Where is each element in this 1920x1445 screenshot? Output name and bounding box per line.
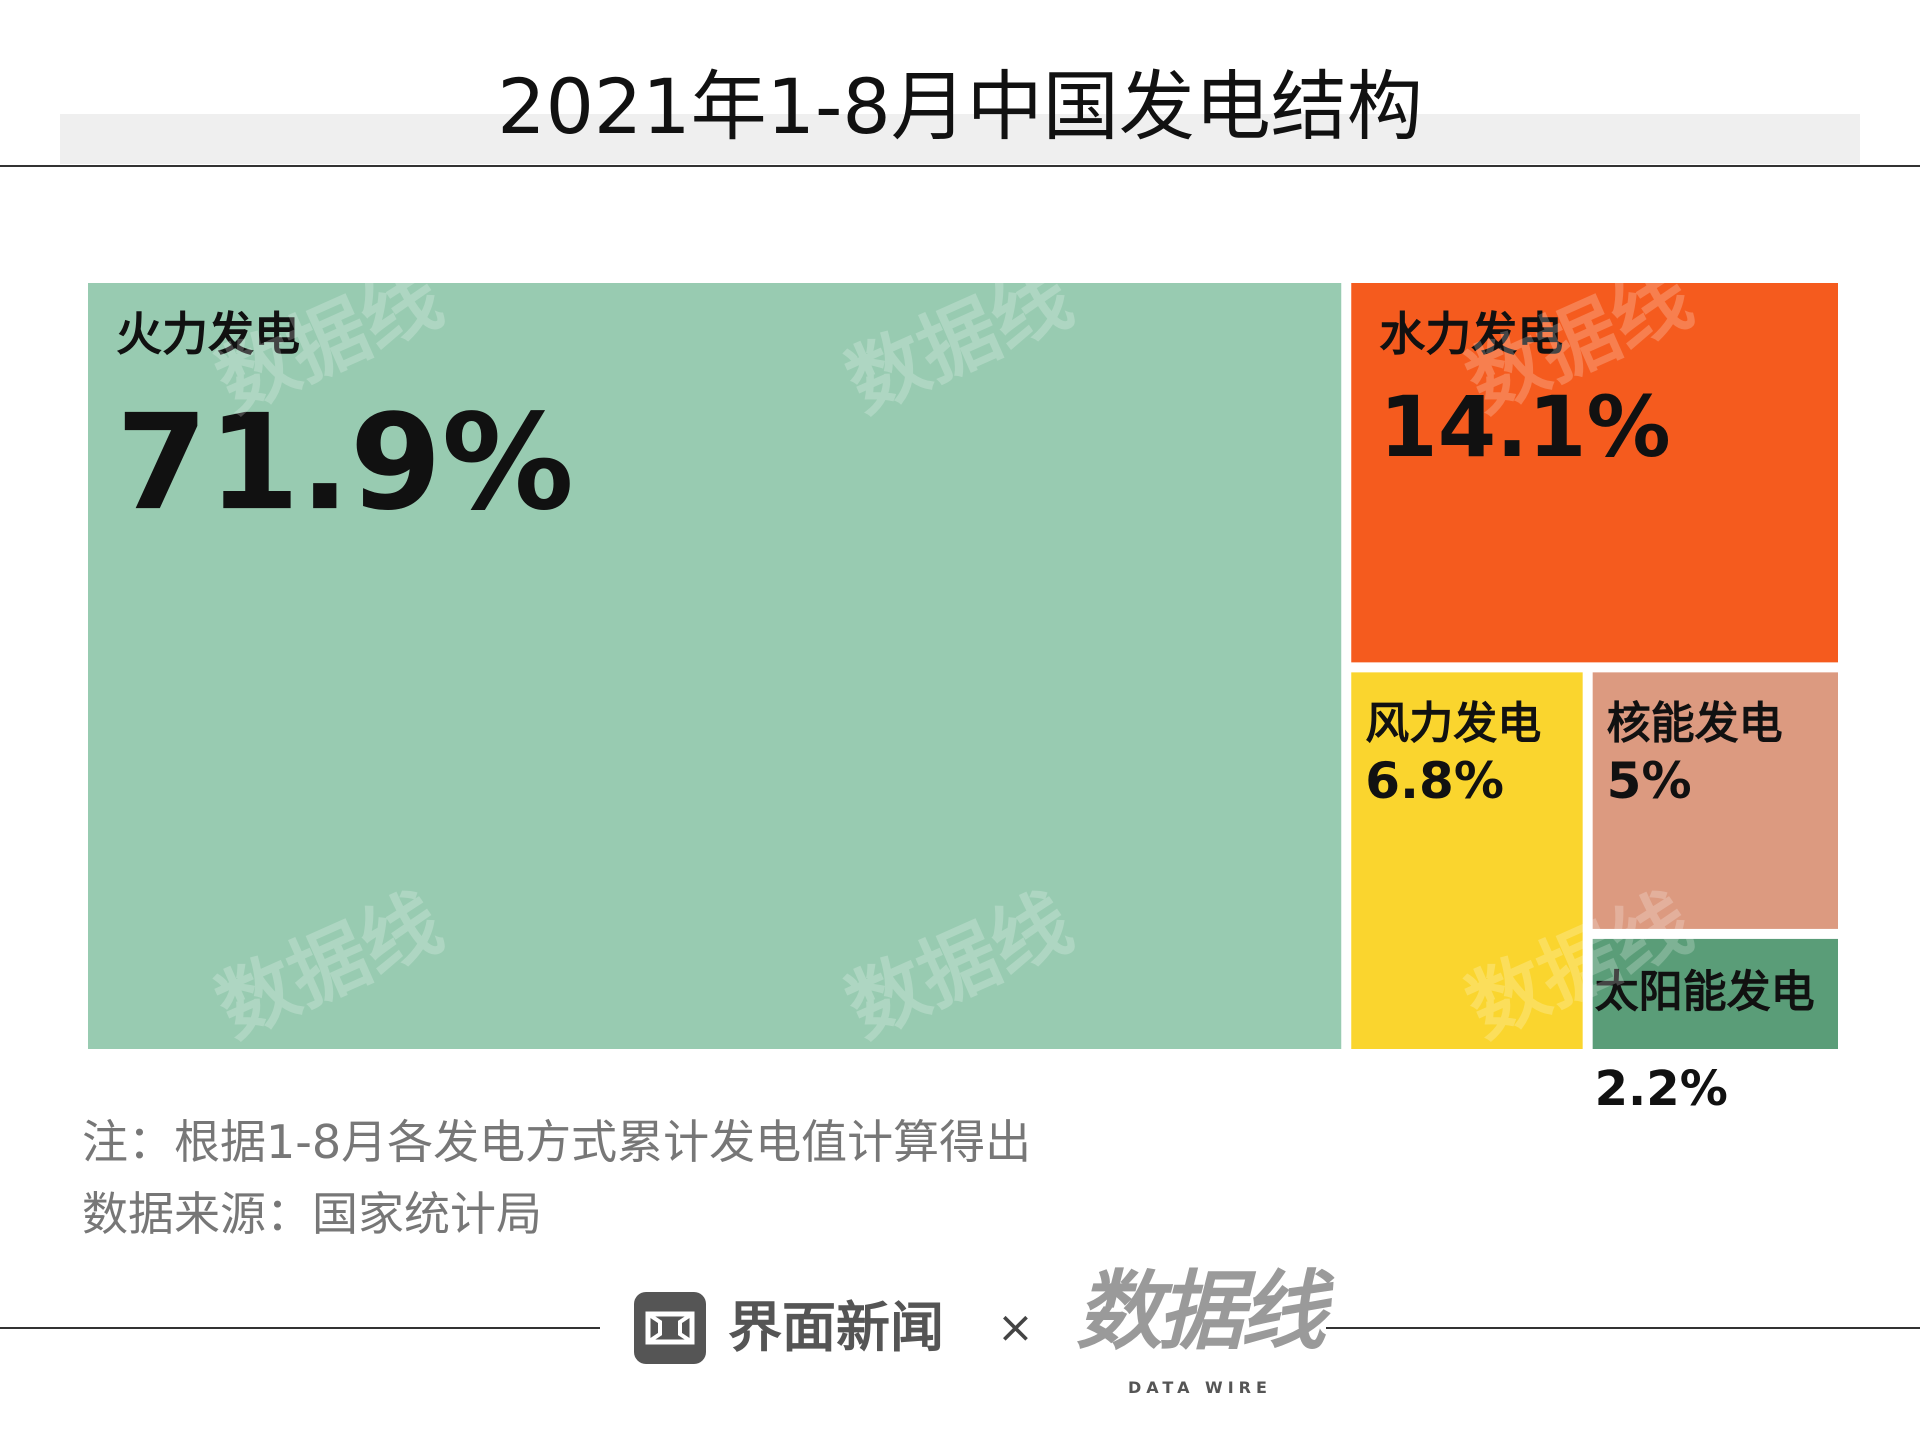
footer-brand: 界面新闻: [728, 1296, 944, 1359]
treemap-tile-hydro: [1351, 283, 1838, 663]
tile-label-nuclear: 核能发电: [1607, 698, 1783, 749]
footer-rule-right: [1326, 1327, 1920, 1329]
footer-rule-left: [0, 1327, 600, 1329]
chart-title: 2021年1-8月中国发电结构: [497, 62, 1423, 151]
chart-note: 注：根据1-8月各发电方式累计发电值计算得出: [82, 1115, 1032, 1169]
tile-label-solar: 太阳能发电: [1595, 966, 1815, 1017]
tile-value-thermal: 71.9%: [116, 386, 574, 540]
title-band: [60, 114, 1860, 164]
tile-value-nuclear: 5%: [1607, 752, 1692, 810]
treemap-tile-thermal: [88, 283, 1342, 1049]
tile-label-hydro: 水力发电: [1379, 307, 1563, 361]
tile-label-thermal: 火力发电: [116, 307, 300, 361]
footer-times: ×: [997, 1302, 1034, 1353]
tile-value-hydro: 14.1%: [1379, 378, 1670, 476]
treemap-tile-solar: [1592, 938, 1838, 1049]
footer-partner-logo: 数据线: [1076, 1262, 1326, 1362]
treemap-tile-nuclear: [1592, 672, 1838, 929]
jiemian-logo-icon: [634, 1292, 706, 1364]
data-source: 数据来源：国家统计局: [82, 1187, 542, 1241]
tile-value-wind: 6.8%: [1365, 752, 1504, 810]
tile-value-solar: 2.2%: [1595, 1061, 1728, 1117]
tile-label-wind: 风力发电: [1365, 698, 1541, 749]
footer-partner-sub: DATA WIRE: [1128, 1378, 1272, 1397]
title-rule: [0, 165, 1920, 167]
treemap-tile-wind: [1351, 672, 1583, 1049]
